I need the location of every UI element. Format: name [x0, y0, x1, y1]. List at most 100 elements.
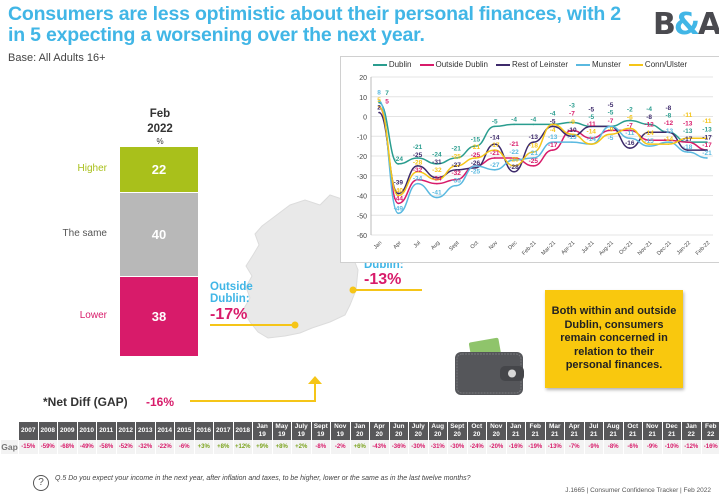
gap-column-header: 2007 [19, 422, 38, 440]
data-label: -21 [451, 145, 461, 152]
x-tick-label: Aug [430, 240, 441, 251]
gap-column-header-line2: 20 [414, 431, 422, 438]
data-label: -21 [471, 144, 481, 151]
data-label: -44 [394, 195, 404, 202]
data-label: -13 [664, 128, 674, 135]
data-label: -12 [644, 122, 654, 129]
data-label: -8 [666, 112, 672, 119]
data-label: -26 [471, 160, 481, 167]
gap-column-header: July 19 [292, 422, 311, 440]
gap-value: -13% [545, 440, 564, 454]
data-point [455, 178, 457, 181]
x-tick-label: Jan-22 [676, 240, 692, 256]
data-label: -16 [625, 140, 635, 147]
gap-column-header-line1: July [411, 423, 425, 430]
brand-logo: B&A [653, 7, 719, 42]
net-diff-value: -16% [146, 395, 175, 409]
gap-column-header-line2: 20 [395, 431, 403, 438]
gap-value: -6% [623, 440, 642, 454]
gap-table-header-row: 2007 2008 2009 2010 2011 2012 2013 2014 2015 2016… [1, 422, 719, 440]
data-label: -40 [394, 188, 404, 195]
data-label: -32 [432, 167, 442, 174]
outside-dublin-label-line2: Dublin: [210, 293, 250, 305]
line-chart: Dublin Outside Dublin Rest of Leinster Muns… [340, 56, 719, 263]
data-point [667, 131, 670, 134]
gap-column-header: 2012 [116, 422, 135, 440]
gap-column-header-line1: 2017 [216, 427, 231, 434]
data-point [493, 157, 496, 159]
gap-column-header: 2010 [77, 422, 96, 440]
data-point [706, 141, 708, 143]
gap-column-header-line2: 20 [356, 431, 364, 438]
gap-column-header-line1: Jan [510, 423, 522, 430]
x-tick-label: Apr [392, 240, 402, 250]
gap-column-header-line2: 19 [258, 431, 266, 438]
arrow-head-icon [308, 376, 322, 384]
bar-period-header: Feb 2022 % [120, 107, 200, 147]
gap-column-header-line1: 2016 [196, 427, 211, 434]
data-label: -14 [664, 136, 674, 143]
data-point [455, 165, 457, 167]
data-label: -17 [702, 142, 712, 149]
data-point [397, 163, 400, 165]
gap-column-header-line1: 2009 [60, 427, 75, 434]
data-label: -7 [608, 118, 614, 125]
data-point [590, 143, 593, 145]
data-point [436, 163, 438, 165]
legend-swatch [628, 64, 643, 66]
data-point [686, 149, 689, 151]
legend-item: Munster [576, 60, 621, 70]
data-point [378, 111, 380, 114]
outside-dublin-marker [291, 321, 299, 329]
gap-column-header-line1: May [275, 423, 289, 430]
data-point [532, 141, 535, 143]
logo-ampersand: & [673, 7, 700, 42]
y-tick-label: 10 [359, 95, 367, 102]
data-point [571, 121, 573, 124]
gap-value: -9% [643, 440, 662, 454]
data-label: -10 [567, 127, 577, 134]
gap-column-header-line1: July [294, 423, 308, 430]
gap-value: -68% [58, 440, 77, 454]
data-label: -12 [664, 120, 674, 127]
gap-column-header-line1: 2013 [138, 427, 153, 434]
bar-segment-label: The same [62, 228, 107, 240]
data-point [397, 192, 400, 195]
gap-value: -16% [701, 440, 719, 454]
gap-column-header-line1: Nov [490, 423, 503, 430]
gap-column-header: 2008 [38, 422, 57, 440]
gap-value: +8% [272, 440, 291, 454]
gap-column-header: 2016 [194, 422, 213, 440]
data-label: -13 [548, 134, 558, 141]
data-label: -17 [490, 142, 500, 149]
y-tick-label: -30 [357, 174, 367, 181]
data-point [706, 149, 708, 151]
y-tick-label: -40 [357, 194, 367, 201]
data-label: -32 [413, 167, 423, 174]
chart-legend: Dublin Outside Dublin Rest of Leinster Muns… [341, 60, 719, 70]
x-tick-label: Sept [448, 240, 461, 253]
gap-value: -2% [331, 440, 350, 454]
gap-column-header-line1: Mar [548, 423, 561, 430]
data-label: -4 [550, 127, 556, 134]
legend-label: Dublin [388, 60, 412, 69]
gap-column-header-line2: 19 [278, 431, 286, 438]
logo-letter-a: A [698, 7, 719, 42]
gap-value: -20% [487, 440, 506, 454]
gap-column-header: Feb 21 [526, 422, 545, 440]
data-point [416, 165, 419, 167]
data-point [474, 145, 477, 147]
data-point [571, 133, 573, 136]
gap-column-header-line1: 2014 [157, 427, 172, 434]
data-label: -31 [432, 159, 442, 166]
data-point [667, 143, 670, 145]
gap-column-header: Nov 21 [643, 422, 662, 440]
data-point [416, 171, 419, 173]
data-point [590, 137, 593, 140]
data-point [436, 176, 438, 179]
gap-column-header: July 20 [409, 422, 428, 440]
data-label: -4 [530, 116, 536, 123]
line-chart-plot: 20 10 0 -10 -20 -30 -40 -50 -60 Jan Apr Jul Aug Sept O… [357, 75, 713, 257]
data-label: -41 [432, 189, 442, 196]
gap-column-header: Apr 21 [565, 422, 584, 440]
